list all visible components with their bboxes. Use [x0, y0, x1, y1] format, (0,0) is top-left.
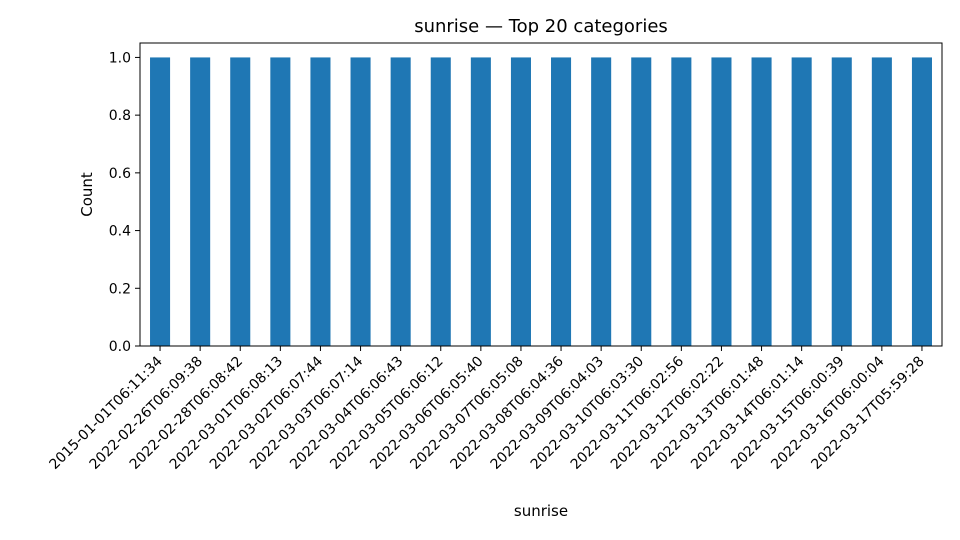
bar — [911, 57, 932, 347]
bar — [390, 57, 411, 347]
y-tick-label: 0.6 — [109, 166, 131, 182]
bar — [470, 57, 491, 347]
bar — [671, 57, 692, 347]
bar — [631, 57, 652, 347]
bars-group — [150, 57, 932, 347]
bar — [831, 57, 852, 347]
bar — [150, 57, 171, 347]
chart-title: sunrise — Top 20 categories — [414, 16, 668, 37]
bar — [230, 57, 251, 347]
x-axis-label: sunrise — [514, 502, 568, 520]
bar — [190, 57, 211, 347]
bar — [871, 57, 892, 347]
bar — [751, 57, 772, 347]
bar — [270, 57, 291, 347]
y-tick-label: 0.2 — [109, 281, 131, 297]
bar — [310, 57, 331, 347]
plot-frame — [139, 42, 943, 347]
x-axis: 2015-01-01T06:11:342022-02-26T06:09:3820… — [47, 346, 928, 473]
bar — [430, 57, 451, 347]
bar — [510, 57, 531, 347]
bar — [711, 57, 732, 347]
y-axis-label: Count — [78, 172, 96, 217]
bar — [791, 57, 812, 347]
bar — [551, 57, 572, 347]
y-tick-label: 0.4 — [109, 224, 131, 240]
y-axis: 0.0 0.2 0.4 0.6 0.8 1.0 — [109, 50, 140, 355]
bar — [350, 57, 371, 347]
bar — [591, 57, 612, 347]
y-tick-label: 0.0 — [109, 339, 131, 355]
y-tick-label: 0.8 — [109, 108, 131, 124]
y-tick-label: 1.0 — [109, 50, 131, 66]
